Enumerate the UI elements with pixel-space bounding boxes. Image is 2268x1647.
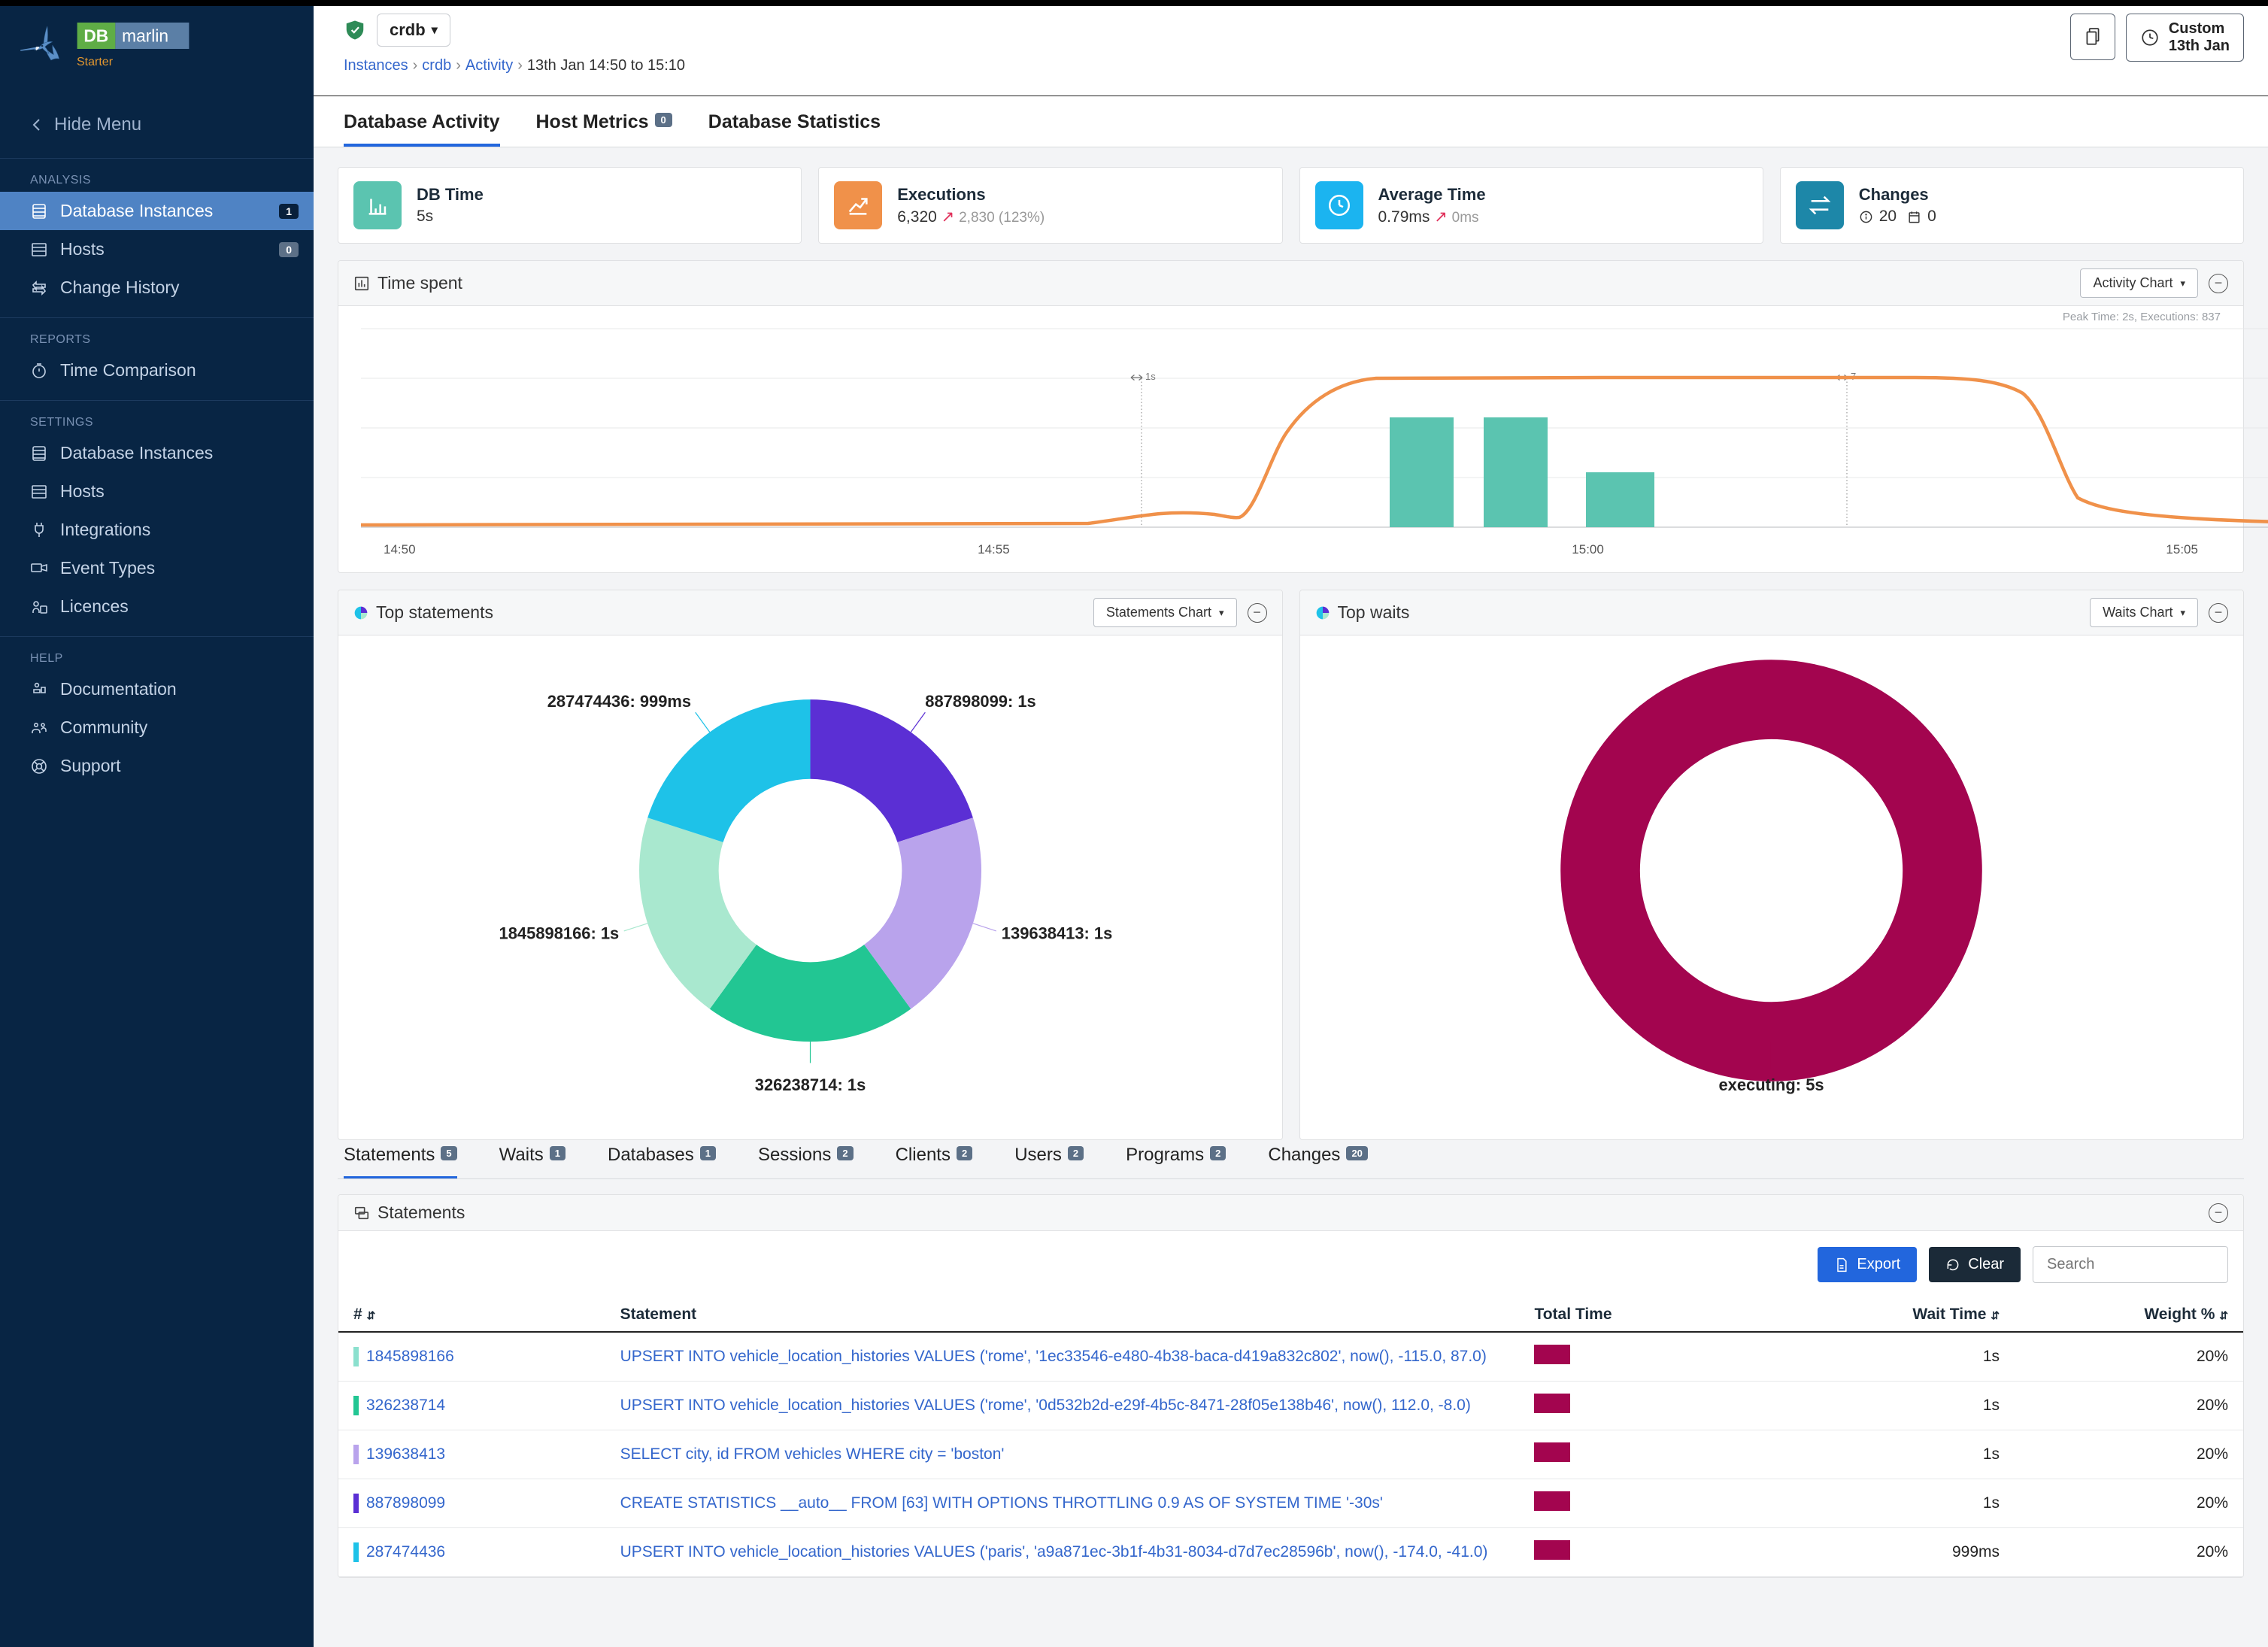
svg-text:326238714: 1s: 326238714: 1s bbox=[754, 1075, 866, 1094]
svg-text:1845898166: 1s: 1845898166: 1s bbox=[499, 924, 619, 943]
svg-text:139638413: 1s: 139638413: 1s bbox=[1002, 924, 1113, 943]
svg-text:marlin: marlin bbox=[122, 26, 168, 45]
svg-text:887898099: 1s: 887898099: 1s bbox=[925, 692, 1036, 711]
svg-text:executing: 5s: executing: 5s bbox=[1719, 1075, 1824, 1094]
svg-text:287474436: 999ms: 287474436: 999ms bbox=[547, 692, 690, 711]
svg-text:1s: 1s bbox=[1145, 371, 1156, 382]
svg-text:DB: DB bbox=[83, 26, 108, 45]
